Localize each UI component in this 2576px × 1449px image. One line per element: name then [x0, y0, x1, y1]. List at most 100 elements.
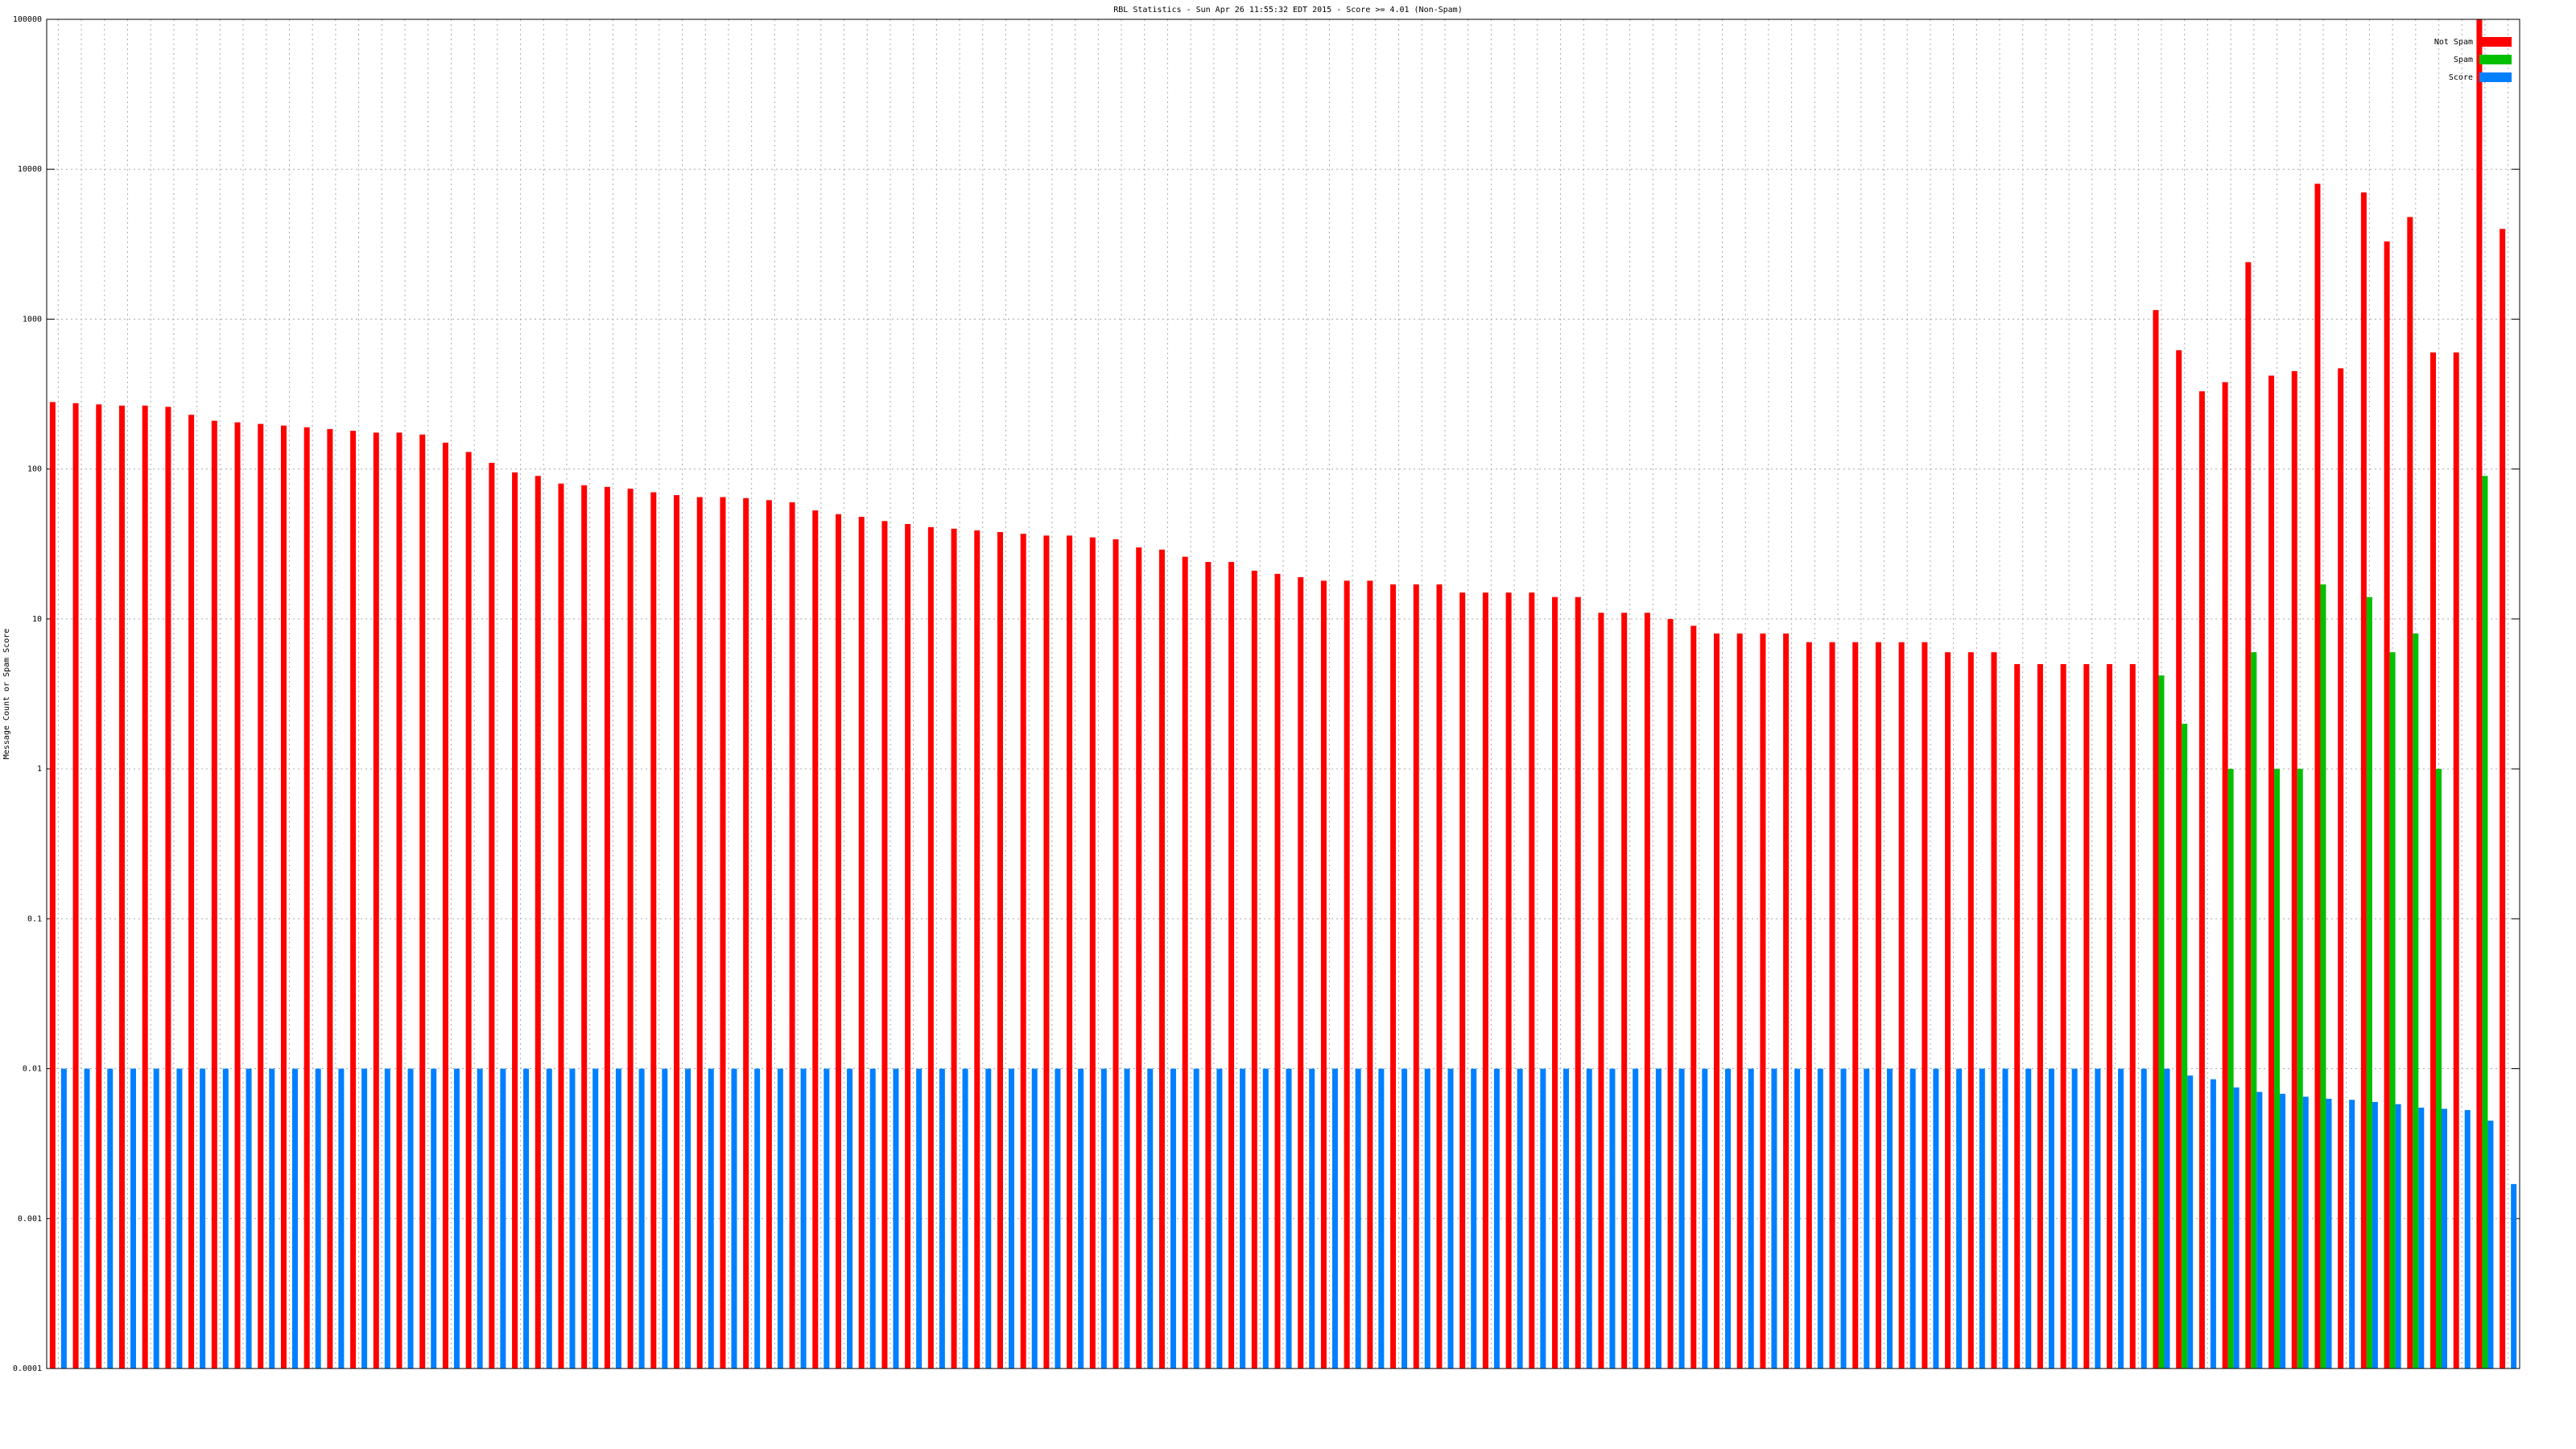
- bar: [1806, 642, 1812, 1368]
- bar: [2418, 1107, 2425, 1368]
- bar: [1447, 1068, 1454, 1368]
- bar: [812, 510, 819, 1368]
- bar: [419, 434, 426, 1368]
- bar: [2233, 1087, 2240, 1368]
- legend-label: Spam: [2454, 56, 2473, 64]
- bar: [1459, 592, 1466, 1368]
- y-tick-label: 10: [32, 615, 42, 624]
- bar: [720, 497, 726, 1368]
- bar: [535, 476, 541, 1368]
- bar: [1113, 539, 1119, 1368]
- bar: [222, 1068, 229, 1368]
- bar: [2407, 217, 2413, 1369]
- y-tick-label: 100: [27, 465, 42, 474]
- bar: [1586, 1068, 1592, 1368]
- bar: [1552, 597, 1558, 1368]
- bar: [165, 407, 171, 1368]
- bar: [685, 1068, 691, 1368]
- bar: [2372, 1101, 2378, 1368]
- bar: [869, 1068, 876, 1368]
- y-tick-label: 0.001: [18, 1215, 42, 1224]
- bar: [2413, 633, 2419, 1368]
- bar: [442, 442, 448, 1369]
- bar: [592, 1068, 599, 1368]
- bar: [1609, 1068, 1616, 1368]
- bar: [1390, 584, 1397, 1368]
- bar: [2487, 1121, 2494, 1368]
- bar: [1909, 1068, 1916, 1368]
- bar: [2210, 1079, 2216, 1368]
- bar: [291, 1068, 298, 1368]
- bar: [350, 431, 357, 1368]
- bar: [1840, 1068, 1847, 1368]
- bar: [2014, 663, 2021, 1368]
- bar: [1136, 547, 1142, 1368]
- bar: [1170, 1068, 1176, 1368]
- y-tick-label: 1: [37, 765, 42, 774]
- bar: [1043, 535, 1050, 1369]
- bar: [188, 415, 195, 1368]
- bar: [1262, 1068, 1269, 1368]
- bar: [1702, 1068, 1708, 1368]
- bar: [1228, 562, 1235, 1368]
- bar: [1667, 618, 1674, 1368]
- bar: [2153, 310, 2159, 1369]
- bar: [662, 1068, 668, 1368]
- bar: [1344, 580, 1350, 1368]
- bar: [1956, 1068, 1963, 1368]
- bar: [1320, 580, 1327, 1368]
- bar: [258, 423, 264, 1369]
- bar: [523, 1068, 530, 1368]
- y-axis-label: Message Count or Spam Score: [2, 629, 11, 760]
- bar: [384, 1068, 390, 1368]
- bar: [2095, 1068, 2101, 1368]
- bar: [200, 1068, 206, 1368]
- bar: [2360, 192, 2367, 1369]
- bar: [627, 489, 634, 1369]
- bar: [373, 432, 379, 1368]
- bar: [1875, 642, 1881, 1368]
- bar: [2349, 1100, 2355, 1368]
- bar: [905, 523, 911, 1368]
- bar: [1355, 1068, 1361, 1368]
- bar: [477, 1068, 483, 1368]
- bar: [916, 1068, 923, 1368]
- bar: [2083, 663, 2090, 1368]
- bar: [1298, 576, 1304, 1368]
- bar: [1713, 633, 1719, 1368]
- bar: [2025, 1068, 2032, 1368]
- bar: [558, 483, 564, 1369]
- bar: [396, 432, 402, 1368]
- bar: [1436, 584, 1443, 1368]
- bar: [118, 405, 125, 1368]
- bar: [2227, 769, 2234, 1368]
- bar: [2256, 1092, 2263, 1368]
- bar: [2251, 652, 2257, 1368]
- bar: [638, 1068, 645, 1368]
- bar: [1852, 642, 1859, 1368]
- bar: [2326, 1098, 2332, 1368]
- bar: [2274, 769, 2281, 1368]
- bar: [1424, 1068, 1430, 1368]
- bar: [731, 1068, 737, 1368]
- bar: [2297, 769, 2303, 1368]
- bar: [2107, 663, 2113, 1368]
- bar: [1933, 1068, 1939, 1368]
- y-tick-label: 0.1: [27, 914, 42, 923]
- bar: [1089, 537, 1096, 1369]
- bar: [2320, 584, 2326, 1368]
- bar: [1690, 625, 1697, 1368]
- bar: [1736, 633, 1743, 1368]
- bar: [1563, 1068, 1570, 1368]
- bar: [1771, 1068, 1777, 1368]
- bar: [2129, 663, 2136, 1368]
- bar: [2140, 1068, 2147, 1368]
- bar: [1251, 570, 1257, 1368]
- bar: [407, 1068, 414, 1368]
- bar: [777, 1068, 783, 1368]
- bar: [1031, 1068, 1038, 1368]
- bar: [315, 1068, 321, 1368]
- bar: [2389, 652, 2396, 1368]
- bar: [1517, 1068, 1523, 1368]
- y-tick-label: 0.01: [23, 1065, 42, 1074]
